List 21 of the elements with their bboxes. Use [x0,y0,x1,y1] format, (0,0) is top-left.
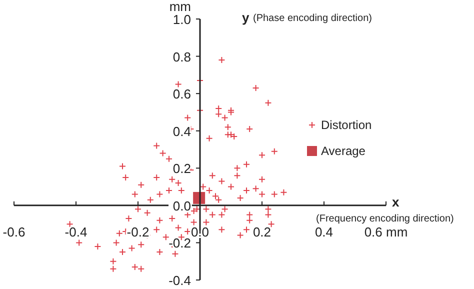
y-axis-title: mm [169,0,191,14]
y-tick-label: 0.0 [172,198,191,214]
x-tick-label: -0.2 [126,224,150,240]
legend-label: Distortion [321,118,372,132]
y-tick-label: 0.2 [172,161,191,176]
y-tick-label: 0.8 [172,49,191,64]
x-tick-label: -0.4 [64,224,88,240]
y-tick-label: -0.2 [168,236,191,251]
y-tick-label: 0.4 [172,124,191,139]
annotation: (Frequency encoding direction) [316,213,454,224]
text: x [392,194,400,210]
x-tick-label: 0.2 [252,224,272,240]
annotation: y [242,10,250,25]
x-tick-label: 0.6 mm [364,224,408,240]
x-tick-label: 0.4 [314,224,334,240]
y-tick-label: -0.4 [168,273,191,288]
x-tick-label: -0.6 [2,224,26,240]
legend-label: Average [321,144,366,158]
y-tick-label: 1.0 [172,12,191,27]
y-tick-label: 0.6 [172,86,191,102]
annotation: (Phase encoding direction) [253,13,372,24]
